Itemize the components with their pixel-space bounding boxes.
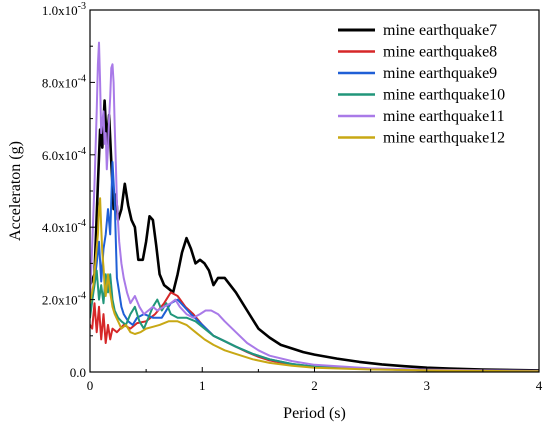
x-axis: 0 1 2 3 4 <box>87 367 543 393</box>
legend: mine earthquake7 mine earthquake8 mine ear… <box>338 22 505 147</box>
x-axis-title: Period (s) <box>283 405 346 422</box>
legend-label-2: mine earthquake8 <box>383 44 497 61</box>
y-tick-label: 2.0x10-4 <box>42 291 86 308</box>
x-tick-label: 1 <box>199 378 206 393</box>
series-line-6 <box>90 197 539 372</box>
legend-label-3: mine earthquake9 <box>383 65 497 82</box>
y-tick-label: 8.0x10-4 <box>42 73 86 90</box>
legend-label-4: mine earthquake10 <box>383 87 505 104</box>
legend-label-5: mine earthquake11 <box>383 108 505 125</box>
x-tick-label: 0 <box>87 378 94 393</box>
series-line-3 <box>90 161 539 372</box>
x-tick-label: 4 <box>536 378 543 393</box>
legend-label-6: mine earthquake12 <box>383 130 505 147</box>
y-tick-label: 6.0x10-4 <box>42 146 86 163</box>
legend-label-1: mine earthquake7 <box>383 22 497 39</box>
series-line-2 <box>90 291 539 372</box>
series-line-4 <box>90 269 539 372</box>
series-layer <box>90 41 539 372</box>
x-tick-label: 3 <box>424 378 431 393</box>
series-line-5 <box>90 41 539 372</box>
series-line-1 <box>90 99 539 372</box>
y-tick-label: 4.0x10-4 <box>42 218 86 235</box>
y-axis: 0.0 2.0x10-4 4.0x10-4 6.0x10-4 8.0x10-4 1.0x1… <box>42 1 95 380</box>
y-axis-title: Acceleraton (g) <box>7 141 24 241</box>
y-tick-label: 1.0x10-3 <box>42 1 86 18</box>
y-tick-label: 0.0 <box>70 365 86 380</box>
x-tick-label: 2 <box>311 378 318 393</box>
